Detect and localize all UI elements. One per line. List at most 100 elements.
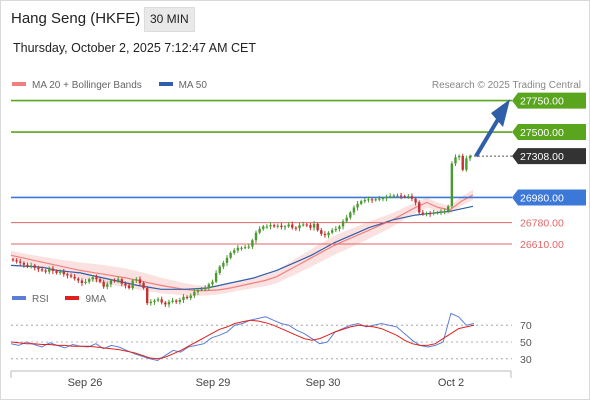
candle-body xyxy=(37,267,40,270)
candle-body xyxy=(269,225,272,227)
legend-item-rsi: RSI xyxy=(12,294,49,305)
price-legend: MA 20 + Bollinger Bands MA 50 xyxy=(12,80,221,91)
candle-body xyxy=(167,301,171,305)
candle-body xyxy=(243,247,247,249)
candle-body xyxy=(447,206,450,212)
candle-body xyxy=(77,278,80,281)
candle-body xyxy=(363,199,367,202)
candle-body xyxy=(149,301,153,304)
candle-body xyxy=(196,289,200,292)
candle-body xyxy=(418,202,421,213)
candle-body xyxy=(142,283,145,289)
candle-body xyxy=(193,291,196,296)
candle-body xyxy=(450,163,454,207)
candle-body xyxy=(33,265,36,268)
candle-body xyxy=(204,288,207,290)
candle-body xyxy=(294,227,298,229)
candle-body xyxy=(214,272,218,282)
forecast-arrow-head xyxy=(491,99,510,127)
candle-body xyxy=(251,240,254,247)
x-tick-label: Oct 2 xyxy=(438,377,464,389)
candle-body xyxy=(200,289,203,291)
rsi-tick-label: 30 xyxy=(520,354,532,366)
candle-body xyxy=(135,279,138,281)
candle-body xyxy=(69,275,73,277)
candle-body xyxy=(138,279,142,283)
candle-body xyxy=(396,195,399,197)
candle-body xyxy=(436,212,439,214)
candle-body xyxy=(327,232,330,236)
level-label: 27308.00 xyxy=(520,151,564,163)
legend-item-ma50: MA 50 xyxy=(158,80,207,91)
candle-body xyxy=(287,224,290,227)
candle-body xyxy=(439,211,443,213)
candle-body xyxy=(465,158,468,170)
level-label: 27500.00 xyxy=(520,127,564,139)
candle-body xyxy=(443,211,446,213)
candle-body xyxy=(19,261,22,263)
candle-body xyxy=(91,277,94,280)
candle-body xyxy=(87,279,91,282)
candle-body xyxy=(432,212,435,214)
timeframe-button[interactable]: 30 MIN xyxy=(144,7,195,32)
candle-body xyxy=(338,226,341,229)
candle-body xyxy=(265,226,269,228)
candle-body xyxy=(48,268,51,272)
candle-body xyxy=(178,299,182,302)
legend-label-rsi: RSI xyxy=(32,294,49,305)
instrument-title: Hang Seng (HKFE) xyxy=(11,10,141,27)
candle-body xyxy=(378,198,381,200)
candle-body xyxy=(258,228,261,233)
candle-body xyxy=(349,212,352,218)
level-label-box xyxy=(512,124,586,141)
rsi-swatch xyxy=(12,296,26,301)
candle-body xyxy=(370,199,374,201)
candle-body xyxy=(468,156,472,159)
candle-body xyxy=(262,226,265,229)
candle-body xyxy=(113,280,116,282)
x-tick-label: Sep 30 xyxy=(306,377,341,389)
legend-label-ma20: MA 20 + Bollinger Bands xyxy=(32,80,142,91)
forecast-arrow-shaft xyxy=(474,118,500,158)
ma20-swatch xyxy=(12,82,26,87)
candle-body xyxy=(247,246,250,248)
candle-body xyxy=(51,268,55,272)
candle-body xyxy=(330,230,334,233)
legend-label-ma50: MA 50 xyxy=(178,80,207,91)
ma50-line xyxy=(10,205,474,290)
candle-body xyxy=(392,195,396,197)
candle-body xyxy=(320,230,323,234)
candle-body xyxy=(385,196,388,199)
candle-body xyxy=(171,300,174,302)
candle-body xyxy=(15,260,18,262)
candle-body xyxy=(356,203,359,208)
candle-body xyxy=(116,279,120,282)
candle-body xyxy=(352,207,356,213)
candle-body xyxy=(305,224,308,226)
candle-body xyxy=(457,155,461,158)
candle-body xyxy=(410,196,414,199)
candle-body xyxy=(164,302,167,305)
candle-body xyxy=(40,269,44,271)
candle-body xyxy=(359,201,363,204)
candle-body xyxy=(301,224,305,226)
candle-body xyxy=(211,281,214,285)
candle-body xyxy=(207,284,211,289)
candle-body xyxy=(62,271,65,275)
candle-body xyxy=(26,264,29,267)
candle-body xyxy=(428,213,432,215)
ma20-line xyxy=(10,194,474,292)
rsi-line xyxy=(10,312,475,362)
candle-body xyxy=(283,226,287,228)
candle-body xyxy=(106,284,109,287)
legend-item-ma20: MA 20 + Bollinger Bands xyxy=(12,80,142,91)
candle-body xyxy=(102,281,105,287)
chart-datetime: Thursday, October 2, 2025 7:12:47 AM CET xyxy=(13,41,256,55)
candle-body xyxy=(280,225,283,228)
ma50-swatch xyxy=(158,82,173,87)
legend-label-rsi-ma: 9MA xyxy=(85,294,107,305)
candle-body xyxy=(254,232,258,241)
candle-body xyxy=(124,283,127,286)
candle-body xyxy=(272,225,276,227)
